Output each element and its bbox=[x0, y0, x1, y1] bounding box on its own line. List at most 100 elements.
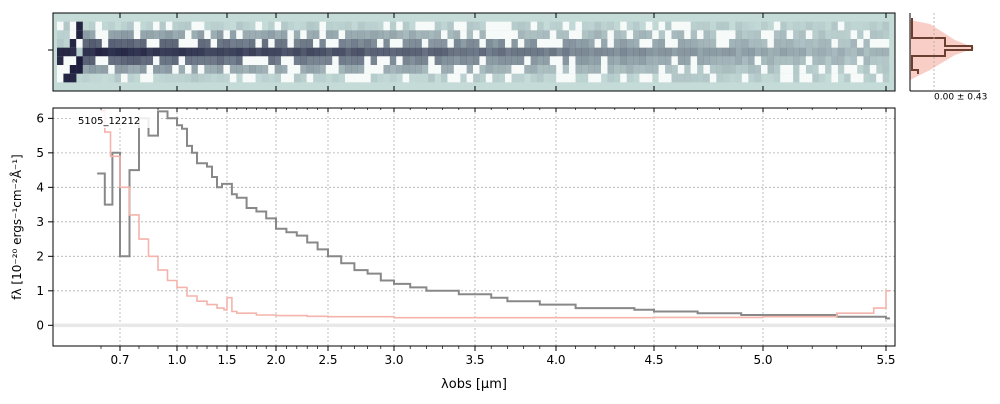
heatmap-cell bbox=[133, 47, 141, 57]
heatmap-cell bbox=[306, 30, 314, 39]
heatmap-cell bbox=[63, 47, 70, 57]
heatmap-cell bbox=[671, 30, 678, 39]
heatmap-cell bbox=[364, 47, 371, 57]
heatmap-cell bbox=[453, 65, 461, 74]
heatmap-cell bbox=[722, 39, 730, 48]
heatmap-cell bbox=[754, 56, 762, 65]
heatmap-cell bbox=[517, 21, 525, 31]
heatmap-cell bbox=[172, 47, 179, 57]
heatmap-cell bbox=[357, 56, 365, 65]
plot-frame bbox=[52, 107, 896, 347]
heatmap-cell bbox=[863, 21, 870, 31]
heatmap-cell bbox=[268, 21, 275, 31]
heatmap-cell bbox=[223, 65, 230, 74]
heatmap-cell bbox=[639, 47, 646, 57]
heatmap-cell bbox=[146, 73, 154, 83]
heatmap-cell bbox=[709, 56, 717, 65]
heatmap-cell bbox=[402, 73, 410, 83]
heatmap-cell bbox=[793, 73, 800, 83]
heatmap-cell bbox=[645, 21, 653, 31]
heatmap-cell bbox=[652, 47, 659, 57]
heatmap-cell bbox=[754, 47, 762, 57]
heatmap-cell bbox=[140, 22, 147, 31]
heatmap-cell bbox=[370, 21, 378, 31]
heatmap-cell bbox=[319, 39, 326, 48]
heatmap-cell bbox=[773, 21, 781, 31]
heatmap-cell bbox=[882, 30, 890, 39]
heatmap-cell bbox=[626, 39, 634, 48]
heatmap-cell bbox=[575, 56, 582, 65]
heatmap-cell bbox=[402, 30, 410, 39]
heatmap-cell bbox=[677, 73, 685, 83]
heatmap-cell bbox=[741, 39, 749, 48]
heatmap-cell bbox=[153, 65, 160, 74]
heatmap-cell bbox=[793, 30, 800, 39]
heatmap-cell bbox=[799, 30, 806, 39]
heatmap-cell bbox=[665, 30, 672, 39]
spectrum-2d-ticks bbox=[48, 13, 887, 91]
heatmap-cell bbox=[517, 39, 525, 48]
heatmap-cell bbox=[767, 56, 774, 65]
heatmap-cell bbox=[703, 47, 710, 57]
heatmap-cell bbox=[601, 47, 608, 57]
heatmap-cell bbox=[479, 73, 486, 83]
x-tick-label: 5.5 bbox=[876, 353, 895, 367]
heatmap-cell bbox=[191, 39, 198, 48]
heatmap-cell bbox=[281, 73, 288, 83]
heatmap-cell bbox=[709, 73, 717, 83]
heatmap-cell bbox=[133, 30, 141, 39]
heatmap-cell bbox=[658, 56, 666, 65]
heatmap-cell bbox=[658, 30, 666, 39]
heatmap-cell bbox=[716, 39, 723, 48]
heatmap-cell bbox=[620, 39, 627, 48]
heatmap-cell bbox=[844, 65, 851, 74]
heatmap-cell bbox=[178, 47, 186, 57]
heatmap-cell bbox=[793, 47, 800, 57]
heatmap-cell bbox=[76, 74, 83, 83]
heatmap-cell bbox=[812, 47, 819, 57]
heatmap-cell bbox=[773, 39, 781, 48]
heatmap-cell bbox=[211, 74, 218, 83]
heatmap-cell bbox=[223, 22, 230, 31]
heatmap-cell bbox=[882, 47, 890, 57]
heatmap-cell bbox=[530, 39, 538, 48]
heatmap-cell bbox=[741, 56, 749, 65]
heatmap-cell bbox=[165, 65, 173, 74]
heatmap-cell bbox=[524, 65, 531, 74]
heatmap-cell bbox=[133, 39, 141, 48]
heatmap-cell bbox=[306, 56, 314, 65]
heatmap-cell bbox=[300, 39, 307, 48]
heatmap-cell bbox=[505, 21, 512, 31]
heatmap-cell bbox=[620, 30, 627, 39]
heatmap-cell bbox=[82, 39, 90, 48]
heatmap-cell bbox=[153, 21, 160, 31]
heatmap-cell bbox=[479, 39, 486, 48]
heatmap-cell bbox=[767, 65, 774, 74]
heatmap-cell bbox=[805, 47, 813, 57]
heatmap-cell bbox=[293, 65, 301, 74]
heatmap-cell bbox=[613, 47, 621, 57]
heatmap-cell bbox=[594, 65, 602, 74]
heatmap-cell bbox=[581, 47, 589, 57]
heatmap-cell bbox=[626, 65, 634, 74]
heatmap-cell bbox=[345, 21, 352, 31]
heatmap-cell bbox=[485, 21, 493, 31]
heatmap-cell bbox=[639, 39, 646, 48]
heatmap-cell bbox=[338, 56, 346, 65]
heatmap-cell bbox=[217, 30, 224, 39]
spectrum-1d-panel: 5105_12212 0.7 1.0 1.5 2.0 2.5 3.0 3.5 4.0 4.5 5.… bbox=[9, 107, 896, 392]
heatmap-cell bbox=[178, 56, 186, 65]
x-tick-label: 4.0 bbox=[546, 353, 565, 367]
heatmap-cell bbox=[127, 47, 134, 57]
heatmap-cell bbox=[844, 39, 851, 48]
heatmap-cell bbox=[716, 30, 723, 39]
heatmap-cell bbox=[677, 30, 685, 39]
profile-line bbox=[911, 18, 973, 74]
heatmap-cell bbox=[415, 30, 422, 39]
heatmap-cell bbox=[613, 56, 621, 65]
heatmap-cell bbox=[159, 39, 166, 48]
heatmap-cell bbox=[370, 65, 378, 74]
spectrum-2d-panel bbox=[48, 12, 896, 92]
heatmap-cell bbox=[492, 73, 499, 83]
heatmap-cell bbox=[748, 30, 755, 39]
